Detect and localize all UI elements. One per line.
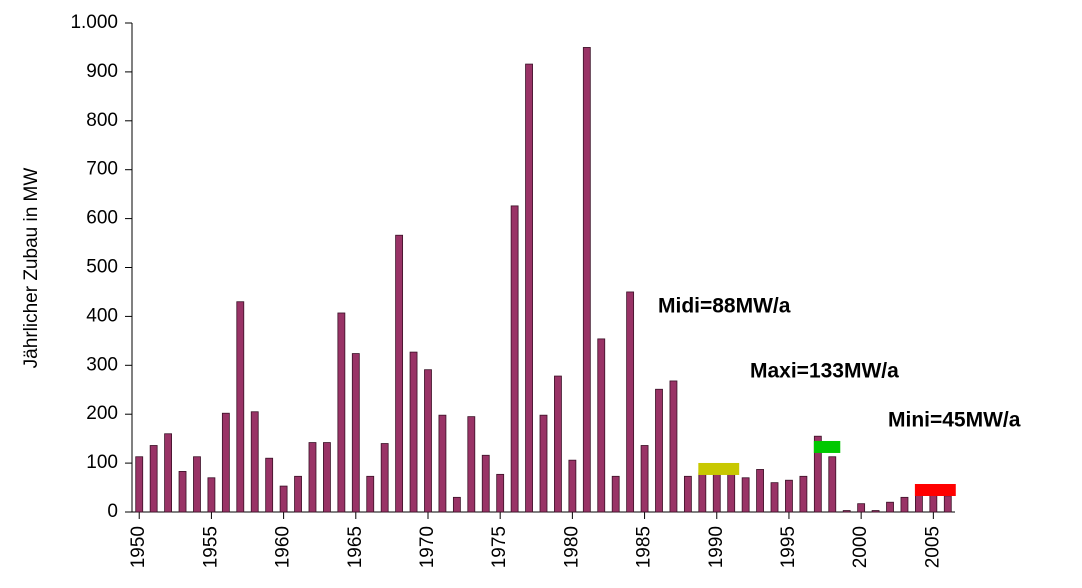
bar: [741, 477, 750, 513]
y-tick-label: 1.000: [70, 12, 118, 33]
bar: [828, 456, 837, 513]
bar: [785, 479, 793, 513]
bar: [770, 482, 779, 513]
y-tick-label: 700: [86, 159, 118, 180]
bar: [207, 477, 216, 513]
x-tick-label: 1960: [273, 526, 294, 568]
bar: [597, 338, 606, 513]
bar: [279, 485, 288, 513]
bar: [510, 205, 519, 513]
bar: [149, 445, 158, 513]
bar: [438, 414, 447, 513]
x-tick-label: 1975: [489, 526, 510, 568]
bar: [221, 412, 230, 513]
bar: [813, 435, 822, 513]
y-axis-label: Jährlicher Zubau in MW: [21, 168, 42, 369]
bar: [424, 369, 432, 513]
y-tick-label: 200: [86, 403, 118, 424]
bar: [886, 501, 894, 513]
bar: [568, 459, 577, 513]
bar: [496, 473, 505, 513]
bar: [698, 472, 707, 513]
y-tick-label: 500: [86, 257, 118, 278]
y-tick-label: 0: [107, 501, 118, 522]
y-tick-label: 300: [86, 354, 118, 375]
bar: [265, 457, 274, 513]
x-tick-label: 1980: [561, 526, 582, 568]
bar: [900, 496, 909, 513]
bar: [366, 475, 375, 513]
bar: [871, 510, 880, 513]
y-tick-label: 800: [86, 110, 118, 131]
bar: [669, 380, 678, 513]
average-label: Maxi=133MW/a: [750, 360, 899, 383]
bar: [539, 414, 548, 513]
average-label: Midi=88MW/a: [658, 295, 791, 318]
bar: [842, 510, 851, 513]
y-tick-label: 100: [86, 452, 118, 473]
bar: [452, 496, 461, 513]
bar: [655, 388, 663, 513]
bar: [857, 503, 866, 513]
bar: [250, 411, 259, 513]
bar: [626, 291, 635, 513]
x-tick-label: 2005: [922, 526, 943, 568]
bar: [582, 47, 591, 513]
bar: [611, 475, 620, 513]
bar: [640, 445, 649, 513]
x-tick-label: 1965: [345, 526, 366, 568]
y-tick-label: 900: [86, 61, 118, 82]
bar: [323, 442, 331, 513]
x-tick-label: 1970: [417, 526, 438, 568]
bar: [756, 469, 764, 513]
x-tick-label: 1995: [778, 526, 799, 568]
bar: [193, 456, 201, 513]
bar: [236, 301, 245, 513]
bar: [525, 63, 533, 513]
bar: [683, 475, 692, 513]
bar: [351, 353, 360, 513]
bar: [380, 443, 389, 513]
average-bar: [813, 440, 841, 453]
bar: [712, 468, 721, 513]
x-tick-label: 1985: [634, 526, 655, 568]
x-tick-label: 2000: [850, 526, 871, 568]
bar: [135, 456, 144, 513]
x-tick-label: 1950: [128, 526, 149, 568]
average-bar: [698, 462, 740, 475]
x-tick-label: 1990: [706, 526, 727, 568]
bar: [554, 375, 562, 513]
bar: [409, 351, 418, 513]
bar: [337, 312, 346, 513]
bar: [308, 442, 317, 513]
x-tick-label: 1955: [200, 526, 221, 568]
y-tick-label: 400: [86, 305, 118, 326]
bar: [943, 495, 952, 513]
bar: [164, 433, 172, 513]
average-label: Mini=45MW/a: [888, 409, 1021, 432]
bar: [294, 475, 302, 513]
bar: [178, 471, 187, 513]
average-bar: [914, 483, 956, 496]
bar: [799, 475, 808, 513]
bar: [481, 454, 490, 513]
bar: [467, 416, 476, 513]
y-tick-label: 600: [86, 208, 118, 229]
bar: [395, 234, 404, 513]
